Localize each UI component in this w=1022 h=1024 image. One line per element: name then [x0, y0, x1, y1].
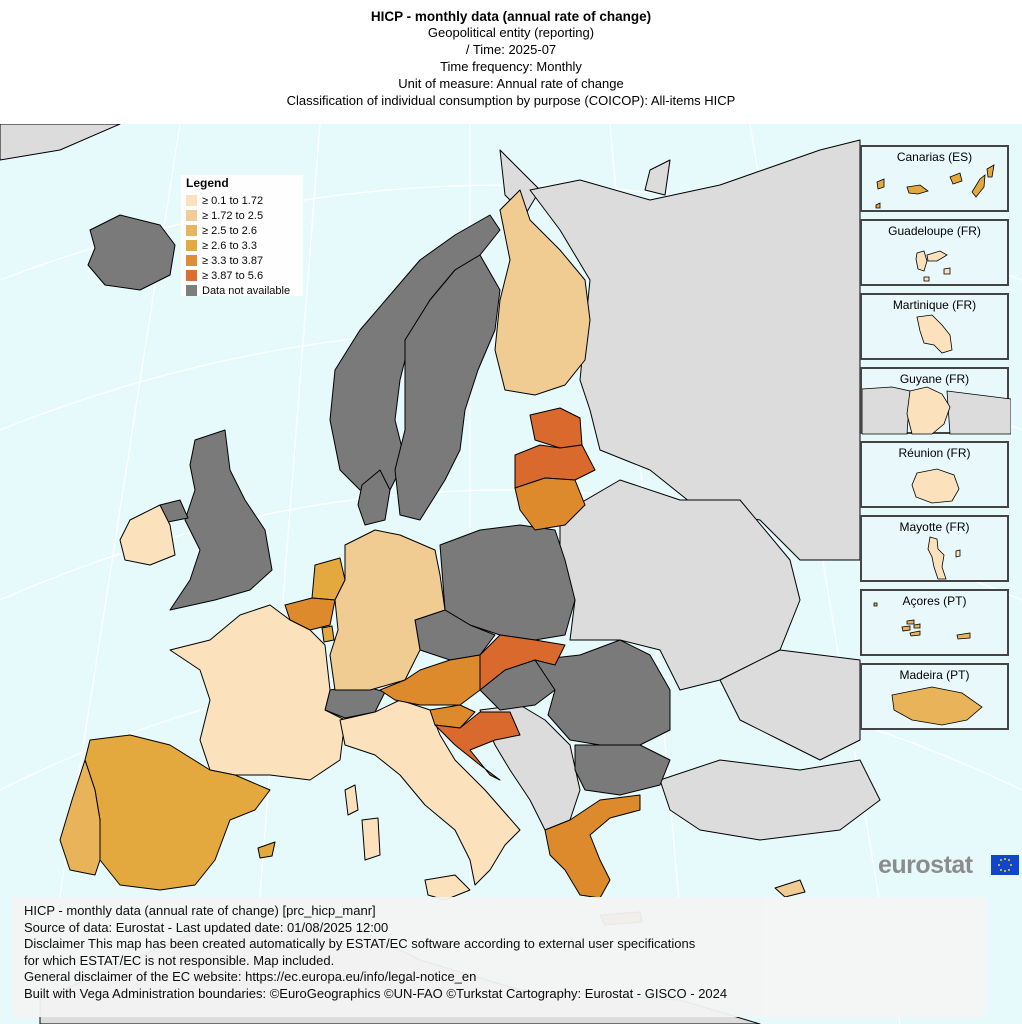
inset-map [873, 602, 971, 640]
romania-land [534, 639, 671, 746]
legend-item: ≥ 3.3 to 3.87 [181, 253, 303, 268]
sardinia-land [361, 817, 381, 861]
inset-name: Mayotte (FR) [899, 520, 970, 534]
inset-canarias: Canarias (ES) [860, 145, 1009, 212]
legend-swatch [186, 210, 197, 221]
sweden-land [394, 254, 501, 521]
balearic-land [257, 841, 276, 859]
sicily-land [424, 874, 471, 901]
legend-item: ≥ 0.1 to 1.72 [181, 193, 303, 208]
footer-line: Built with Vega Administration boundarie… [24, 985, 728, 1001]
legend-item: ≥ 2.5 to 2.6 [181, 223, 303, 238]
inset-name: Réunion (FR) [898, 446, 971, 460]
legend-label: ≥ 1.72 to 2.5 [202, 209, 264, 222]
inset-guyane: Guyane (FR) [860, 367, 1011, 435]
footer-line: Disclaimer This map has been created aut… [24, 936, 696, 951]
legend-swatch [186, 240, 197, 251]
subtitle-line-2: / Time: 2025-07 [465, 42, 557, 57]
turkey-land [659, 759, 881, 841]
germany-land [329, 529, 446, 691]
legend-label: ≥ 3.87 to 5.6 [202, 269, 264, 282]
corsica-land [344, 784, 359, 816]
inset-name: Guadeloupe (FR) [888, 224, 981, 238]
legend-swatch [186, 270, 197, 281]
uk-land [169, 429, 273, 611]
legend-label: ≥ 2.5 to 2.6 [202, 224, 257, 237]
denmark-land [357, 469, 391, 526]
subtitle-line-5: Classification of individual consumption… [286, 93, 736, 108]
east-land [719, 649, 861, 761]
inset-name: Guyane (FR) [899, 372, 970, 386]
legend-item: ≥ 2.6 to 3.3 [181, 238, 303, 253]
legend-swatch [186, 225, 197, 236]
slovenia-land [429, 704, 476, 729]
legend-title: Legend [186, 176, 229, 190]
subtitle-line-3: Time frequency: Monthly [440, 59, 582, 74]
map-header: HICP - monthly data (annual rate of chan… [0, 0, 1022, 124]
legend-label: ≥ 3.3 to 3.87 [202, 254, 264, 267]
inset-madeira: Madeira (PT) [860, 663, 1009, 730]
inset-name: Canarias (ES) [896, 150, 973, 164]
lithuania-land [514, 477, 586, 531]
inset-map [927, 536, 961, 580]
italy-land [339, 699, 521, 886]
greece-land [544, 794, 641, 899]
legend-item: ≥ 1.72 to 2.5 [181, 208, 303, 223]
ireland-land [119, 504, 176, 566]
inset-name: Martinique (FR) [892, 298, 977, 312]
croatia-land [434, 711, 521, 781]
legend-label: ≥ 0.1 to 1.72 [202, 194, 264, 207]
inset-map [911, 468, 960, 504]
inset-acores: Açores (PT) [860, 589, 1009, 656]
inset-name: Madeira (PT) [899, 668, 970, 682]
inset-map [875, 164, 995, 209]
subtitle-line-1: Geopolitical entity (reporting) [427, 25, 595, 40]
greenland-land [0, 124, 121, 161]
bulgaria-land [574, 744, 671, 796]
inset-map [915, 250, 951, 282]
inset-guadeloupe: Guadeloupe (FR) [860, 219, 1009, 286]
inset-martinique: Martinique (FR) [860, 293, 1009, 360]
czechia-land [414, 609, 496, 661]
legend: Legend ≥ 0.1 to 1.72 ≥ 1.72 to 2.5 ≥ 2.5… [181, 175, 303, 298]
legend-label: Data not available [202, 284, 291, 297]
luxembourg-land [321, 625, 335, 643]
footer-notes: HICP - monthly data (annual rate of chan… [12, 897, 986, 1017]
legend-swatch [186, 285, 197, 296]
inset-map [916, 314, 953, 354]
footer-line: HICP - monthly data (annual rate of chan… [24, 903, 376, 918]
map-title: HICP - monthly data (annual rate of chan… [370, 9, 652, 24]
eu-flag-icon [991, 855, 1019, 875]
inset-reunion: Réunion (FR) [860, 441, 1009, 508]
slovakia-land [479, 634, 566, 691]
finland-land [494, 189, 591, 396]
subtitle-line-4: Unit of measure: Annual rate of change [398, 76, 624, 91]
portugal-land [59, 759, 101, 876]
iceland-land [87, 214, 176, 291]
legend-item: Data not available [181, 283, 303, 298]
inset-map [862, 386, 1011, 435]
footer-line: General disclaimer of the EC website: ht… [24, 969, 477, 984]
legend-item: ≥ 3.87 to 5.6 [181, 268, 303, 283]
footer-line: Source of data: Eurostat - Last updated … [24, 919, 389, 935]
cyprus-land [774, 879, 806, 898]
logo-text: eurostat [878, 851, 973, 879]
legend-swatch [186, 195, 197, 206]
inset-name: Açores (PT) [902, 594, 967, 608]
inset-map [891, 686, 983, 726]
legend-label: ≥ 2.6 to 3.3 [202, 239, 257, 252]
footer-line: for which ESTAT/EC is not responsible. M… [24, 952, 335, 968]
eurostat-logo: eurostat [878, 851, 1019, 881]
legend-swatch [186, 255, 197, 266]
inset-mayotte: Mayotte (FR) [860, 515, 1009, 582]
